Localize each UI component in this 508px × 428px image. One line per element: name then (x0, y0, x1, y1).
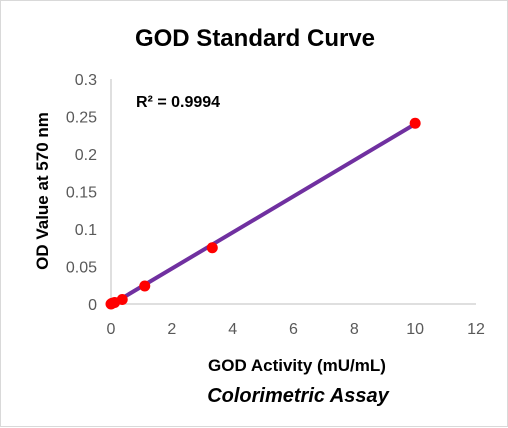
x-tick-label: 8 (350, 321, 359, 338)
x-tick-label: 4 (228, 321, 237, 338)
y-tick-label: 0 (88, 297, 97, 314)
y-tick-label: 0.25 (66, 110, 97, 127)
data-point (139, 280, 151, 292)
x-tick-labels: 0 2 4 6 8 10 12 (107, 321, 485, 338)
y-axis-title: OD Value at 570 nm (33, 112, 52, 270)
assay-subtitle: Colorimetric Assay (207, 385, 389, 407)
y-tick-label: 0.15 (66, 185, 97, 202)
linear-trendline (109, 122, 418, 307)
y-tick-label: 0.1 (75, 222, 97, 239)
trendline-layer (109, 122, 418, 307)
data-points-layer (105, 117, 421, 310)
chart-title: GOD Standard Curve (135, 25, 375, 52)
y-tick-labels: 0 0.05 0.1 0.15 0.2 0.25 0.3 (66, 72, 97, 314)
y-tick-label: 0.3 (75, 72, 97, 89)
x-tick-label: 6 (289, 321, 298, 338)
y-tick-label: 0.05 (66, 260, 97, 277)
r-squared-annotation: R² = 0.9994 (136, 94, 220, 111)
x-tick-label: 0 (107, 321, 116, 338)
x-tick-label: 10 (406, 321, 424, 338)
x-tick-label: 12 (467, 321, 485, 338)
data-point (206, 242, 218, 254)
y-tick-label: 0.2 (75, 147, 97, 164)
plot-area (110, 79, 476, 305)
x-tick-label: 2 (167, 321, 176, 338)
data-point (116, 294, 128, 305)
x-axis-title: GOD Activity (mU/mL) (208, 356, 386, 375)
data-point (409, 117, 421, 129)
